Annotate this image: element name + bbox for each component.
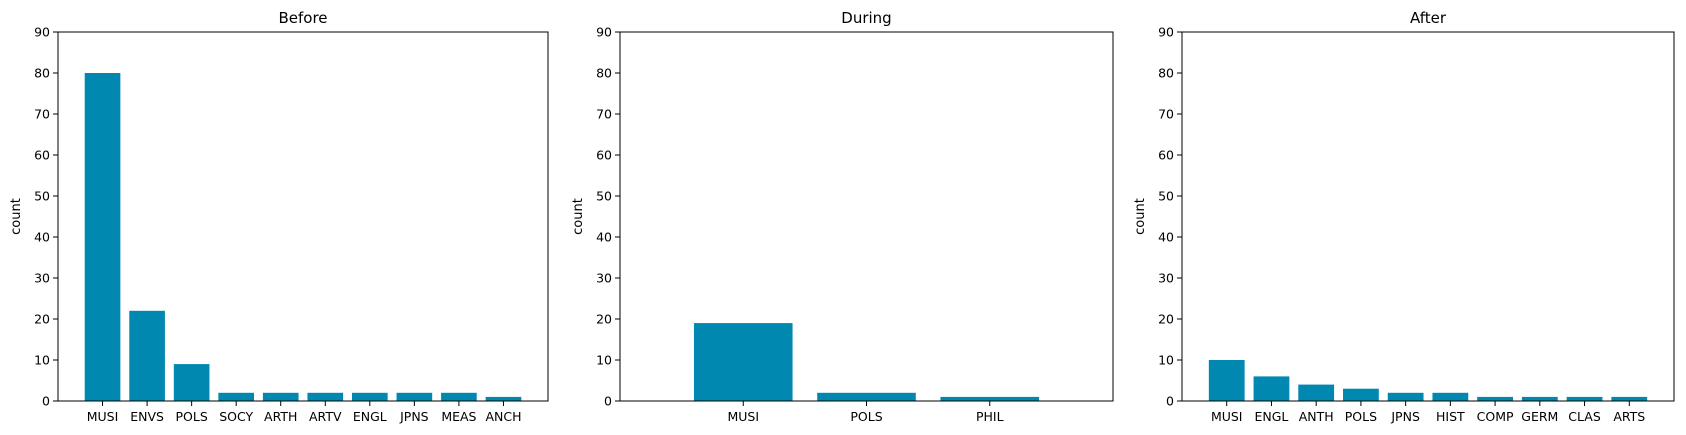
y-tick-label: 20 bbox=[1158, 312, 1174, 327]
y-tick-label: 20 bbox=[34, 312, 50, 327]
x-tick-label: CLAS bbox=[1568, 409, 1601, 424]
x-tick-label: ARTS bbox=[1613, 409, 1645, 424]
x-tick-label: ENGL bbox=[353, 409, 387, 424]
x-tick-label: SOCY bbox=[219, 409, 253, 424]
y-tick-label: 80 bbox=[34, 66, 50, 81]
bar-artv bbox=[307, 392, 344, 401]
x-tick-label: POLS bbox=[850, 409, 882, 424]
bar-envs bbox=[129, 310, 165, 401]
x-tick-label: GERM bbox=[1521, 409, 1558, 424]
y-tick-label: 60 bbox=[596, 148, 612, 163]
y-tick-label: 50 bbox=[1158, 189, 1174, 204]
x-tick-label: ARTH bbox=[264, 409, 297, 424]
bar-jpns bbox=[1387, 392, 1424, 401]
x-tick-label: ENGL bbox=[1255, 409, 1289, 424]
bar-hist bbox=[1432, 392, 1469, 401]
x-tick-label: ANCH bbox=[485, 409, 521, 424]
chart-panel-1: Before 0 10 20 30 40 50 60 70 80 90 count MUSI ENVS PO… bbox=[9, 9, 549, 424]
y-tick-label: 30 bbox=[596, 271, 612, 286]
y-tick-label: 40 bbox=[596, 230, 612, 245]
y-tick-label: 50 bbox=[34, 189, 50, 204]
x-tick-label: JPNS bbox=[1390, 409, 1420, 424]
y-tick-label: 80 bbox=[596, 66, 612, 81]
bar-clas bbox=[1566, 396, 1603, 401]
y-tick-label: 0 bbox=[604, 394, 612, 409]
chart-title: During bbox=[841, 9, 891, 27]
y-tick-label: 10 bbox=[34, 353, 50, 368]
y-tick-label: 70 bbox=[596, 107, 612, 122]
y-axis-label: count bbox=[9, 198, 24, 235]
y-tick-label: 0 bbox=[1166, 394, 1174, 409]
y-tick-label: 50 bbox=[596, 189, 612, 204]
x-tick-label: COMP bbox=[1477, 409, 1514, 424]
bar-musi bbox=[1208, 360, 1245, 401]
y-tick-label: 10 bbox=[1158, 353, 1174, 368]
bar-pols bbox=[173, 364, 210, 401]
y-tick-label: 30 bbox=[34, 271, 50, 286]
y-tick-label: 70 bbox=[34, 107, 50, 122]
bar-anch bbox=[485, 396, 522, 401]
y-tick-label: 90 bbox=[1158, 25, 1174, 40]
bar-engl bbox=[352, 392, 388, 401]
y-axis-label: count bbox=[571, 198, 586, 235]
x-tick-label: POLS bbox=[175, 409, 207, 424]
y-tick-label: 60 bbox=[34, 148, 50, 163]
y-tick-label: 90 bbox=[596, 25, 612, 40]
x-tick-label: ARTV bbox=[309, 409, 342, 424]
bar-meas bbox=[441, 392, 477, 401]
x-tick-label: ENVS bbox=[130, 409, 164, 424]
bar-anth bbox=[1298, 384, 1335, 401]
x-tick-label: PHIL bbox=[976, 409, 1004, 424]
bar-engl bbox=[1253, 376, 1290, 401]
bar-musi bbox=[84, 73, 121, 401]
chart-title: After bbox=[1410, 9, 1447, 27]
bar-arts bbox=[1611, 396, 1648, 401]
bar-germ bbox=[1521, 396, 1558, 401]
x-tick-label: POLS bbox=[1345, 409, 1377, 424]
y-tick-label: 80 bbox=[1158, 66, 1174, 81]
chart-title: Before bbox=[278, 9, 327, 27]
bar-musi bbox=[693, 323, 793, 401]
y-tick-label: 30 bbox=[1158, 271, 1174, 286]
y-tick-label: 20 bbox=[596, 312, 612, 327]
y-tick-label: 40 bbox=[1158, 230, 1174, 245]
y-tick-label: 0 bbox=[42, 394, 50, 409]
chart-panel-2: During 0 10 20 30 40 50 60 70 80 90 count MUSI POLS PH… bbox=[571, 9, 1114, 424]
x-tick-label: MUSI bbox=[1211, 409, 1243, 424]
y-tick-label: 40 bbox=[34, 230, 50, 245]
bar-jpns bbox=[396, 392, 433, 401]
bar-phil bbox=[940, 396, 1040, 401]
plot-frame bbox=[57, 31, 549, 402]
chart-panel-3: After 0 10 20 30 40 50 60 70 80 90 count MUSI ENGL ANT… bbox=[1133, 9, 1675, 424]
bar-comp bbox=[1477, 396, 1513, 401]
x-tick-label: ANTH bbox=[1299, 409, 1334, 424]
y-tick-label: 90 bbox=[34, 25, 50, 40]
y-tick-label: 60 bbox=[1158, 148, 1174, 163]
x-tick-label: MUSI bbox=[727, 409, 759, 424]
y-tick-label: 70 bbox=[1158, 107, 1174, 122]
x-tick-label: HIST bbox=[1436, 409, 1465, 424]
x-tick-label: MUSI bbox=[87, 409, 119, 424]
bar-socy bbox=[218, 392, 254, 401]
bar-arth bbox=[262, 392, 299, 401]
x-tick-label: MEAS bbox=[441, 409, 476, 424]
bar-pols bbox=[817, 392, 916, 401]
plot-frame bbox=[1181, 31, 1675, 402]
bar-pols bbox=[1343, 388, 1379, 401]
plot-frame bbox=[619, 31, 1114, 402]
x-tick-label: JPNS bbox=[399, 409, 429, 424]
y-tick-label: 10 bbox=[596, 353, 612, 368]
y-axis-label: count bbox=[1133, 198, 1148, 235]
